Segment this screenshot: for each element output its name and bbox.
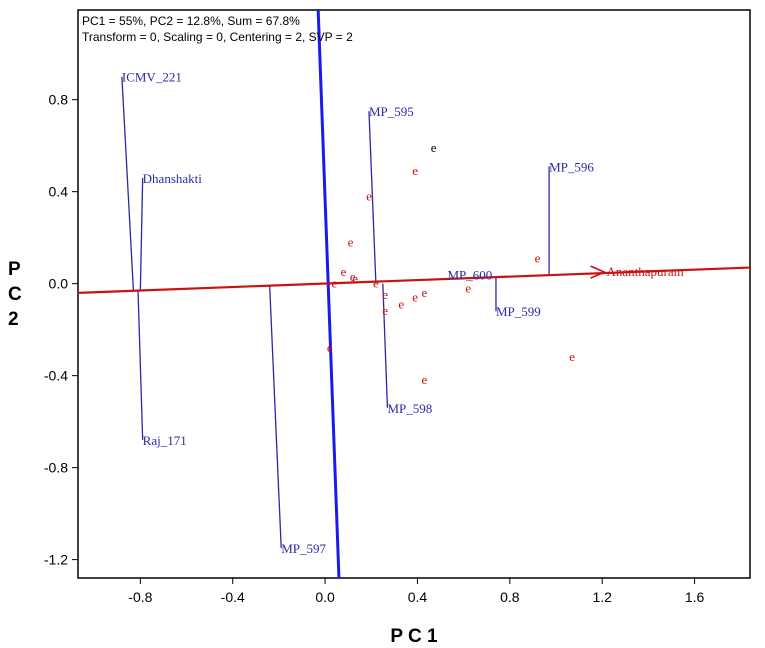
x-tick-label: 0.4	[408, 589, 428, 605]
data-point-marker: e	[431, 140, 437, 155]
data-point-marker: e	[352, 271, 358, 286]
data-point-marker: e	[569, 349, 575, 364]
x-tick-label: -0.4	[221, 589, 245, 605]
x-tick-label: -0.8	[128, 589, 152, 605]
ati-axis-line	[316, 9, 341, 579]
genotype-projection-line	[139, 177, 144, 291]
y-axis-title-line-3: 2	[8, 309, 19, 330]
environment-arrowhead	[590, 265, 607, 279]
y-tick-label: -0.8	[44, 460, 68, 476]
chart-lines	[77, 9, 751, 579]
genotype-projection-line	[269, 285, 282, 549]
variance-info-line: PC1 = 55%, PC2 = 12.8%, Sum = 67.8%	[82, 14, 300, 28]
data-point-marker: e	[327, 340, 333, 355]
genotype-label: Raj_171	[143, 433, 187, 448]
settings-info-line: Transform = 0, Scaling = 0, Centering = …	[82, 30, 353, 44]
data-point-marker: e	[412, 289, 418, 304]
data-point-marker: e	[382, 303, 388, 318]
x-axis-title: P C 1	[390, 626, 438, 647]
y-tick-label: 0.4	[49, 184, 69, 200]
genotype-label: MP_596	[549, 159, 594, 174]
genotype-label: MP_599	[496, 304, 541, 319]
y-axis-title-line-1: P	[8, 259, 21, 280]
genotype-label: MP_595	[369, 104, 414, 119]
y-tick-label: 0.8	[49, 92, 69, 108]
x-tick-label: 1.6	[685, 589, 705, 605]
y-tick-label: -0.4	[44, 368, 68, 384]
y-tick-label: 0.0	[49, 276, 69, 292]
axes: -0.8 -0.4 0.0 0.4 0.8 1.2 1.6 0.8 0.4 0.0 -0.4 -0.8…	[44, 92, 705, 605]
data-point-marker: e	[348, 234, 354, 249]
genotype-label: Dhanshakti	[143, 171, 203, 186]
genotype-label: MP_597	[281, 541, 326, 556]
y-tick-label: -1.2	[44, 552, 68, 568]
genotype-label: MP_600	[447, 267, 492, 282]
data-point-marker: e	[422, 372, 428, 387]
data-point-marker: e	[350, 269, 356, 284]
x-tick-label: 0.8	[500, 589, 520, 605]
genotype-projection-line	[368, 111, 377, 284]
data-points: Ananthapuram ICMV_221 Dhanshakti Raj_171 MP_…	[122, 70, 684, 556]
data-point-marker: e	[373, 276, 379, 291]
data-point-marker: e	[535, 250, 541, 265]
data-point-marker: e	[366, 188, 372, 203]
plot-frame	[77, 9, 751, 579]
genotype-label: MP_598	[387, 401, 432, 416]
environment-label: Ananthapuram	[607, 264, 684, 279]
environment-axis-line	[77, 266, 751, 294]
data-point-marker: e	[412, 163, 418, 178]
data-point-marker: e	[331, 276, 337, 291]
data-point-marker: e	[398, 296, 404, 311]
y-axis-title-line-2: C	[8, 284, 22, 305]
genotype-label: ICMV_221	[122, 70, 182, 85]
genotype-projection-line	[137, 290, 144, 441]
data-point-marker: e	[422, 285, 428, 300]
genotype-projection-line	[121, 76, 135, 291]
data-point-marker: e	[382, 287, 388, 302]
genotype-projection-line	[382, 283, 389, 408]
data-point-marker: e	[341, 264, 347, 279]
data-point-marker: e	[465, 280, 471, 295]
x-tick-label: 0.0	[315, 589, 335, 605]
x-tick-label: 1.2	[592, 589, 612, 605]
